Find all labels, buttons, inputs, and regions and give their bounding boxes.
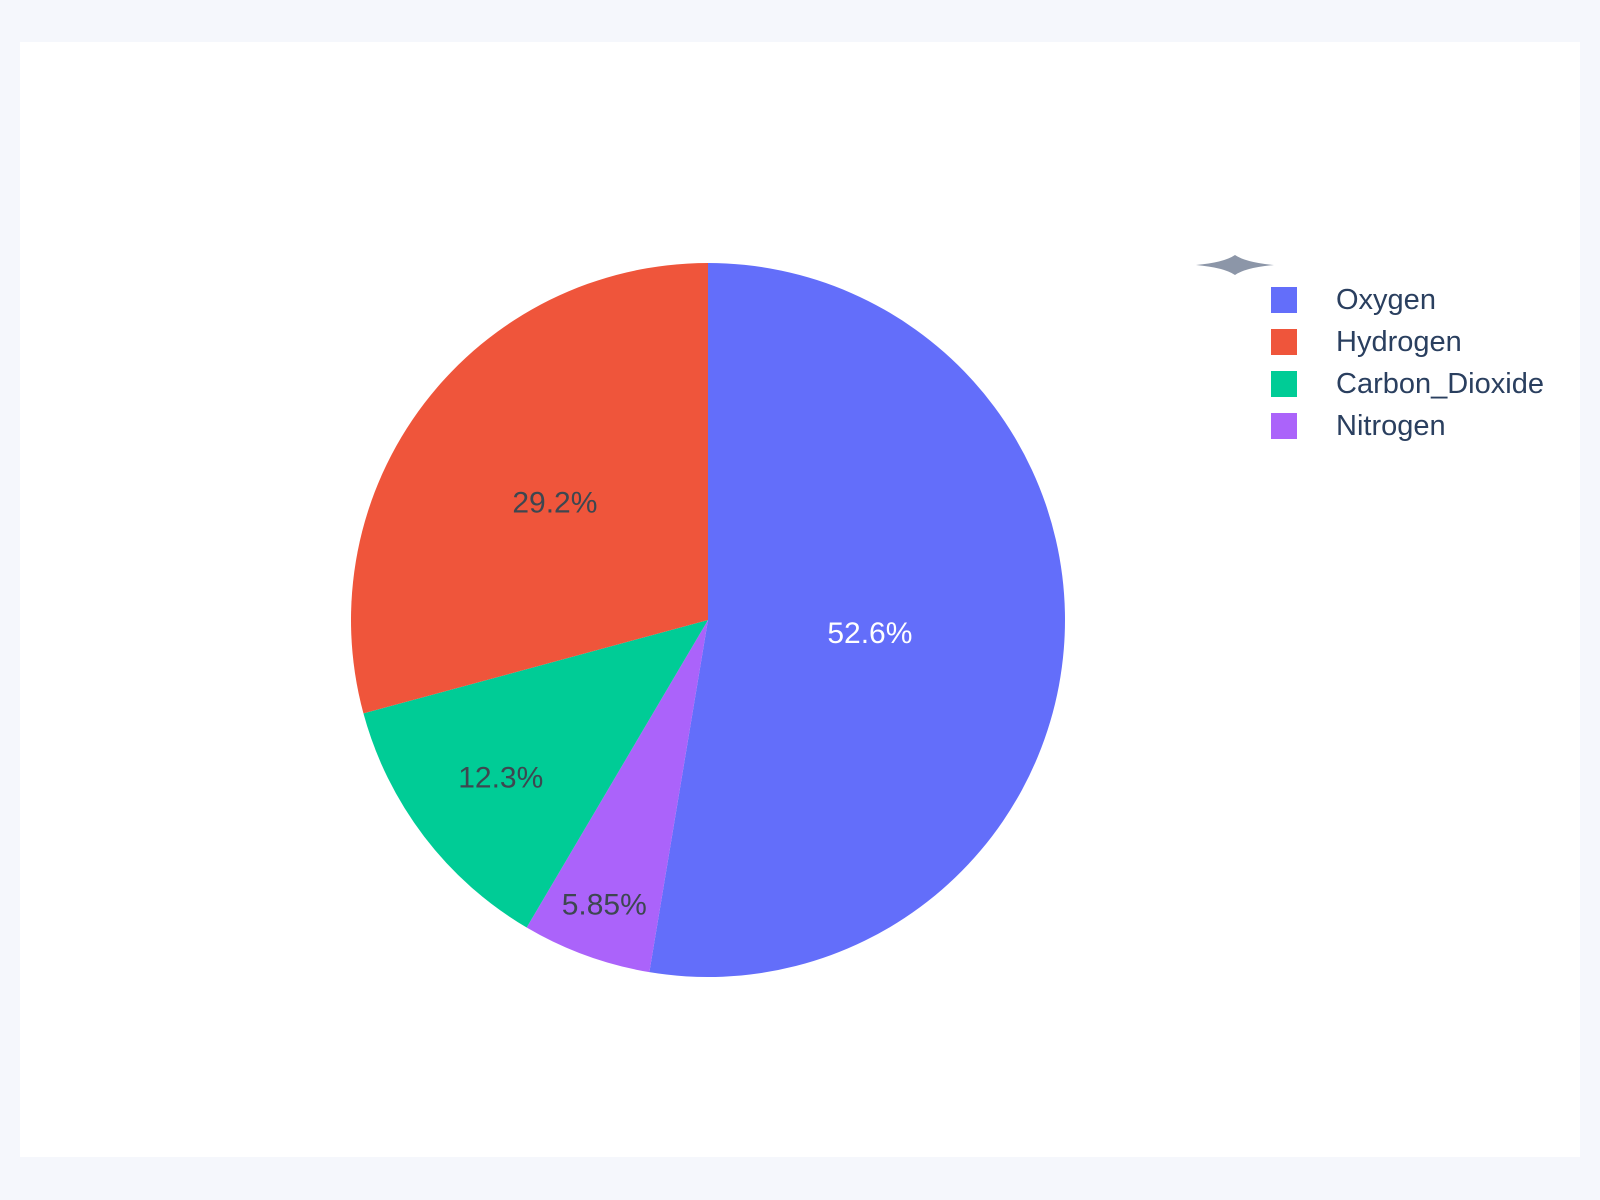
legend-swatch-oxygen (1271, 287, 1297, 313)
pie-slice-oxygen[interactable] (649, 263, 1065, 977)
sparkle-icon (1196, 255, 1274, 275)
pie-label-carbon-dioxide: 12.3% (458, 762, 543, 795)
legend-label-nitrogen: Nitrogen (1336, 409, 1446, 442)
legend-label-oxygen: Oxygen (1336, 283, 1436, 316)
legend: Oxygen Hydrogen Carbon_Dioxide Nitrogen (1271, 279, 1544, 447)
pie-slice-hydrogen[interactable] (350, 263, 708, 714)
legend-swatch-carbon-dioxide (1271, 371, 1297, 397)
legend-item-nitrogen[interactable]: Nitrogen (1271, 405, 1544, 447)
pie-label-nitrogen: 5.85% (562, 889, 647, 922)
pie-slice-carbon-dioxide[interactable] (363, 620, 708, 928)
pie-label-hydrogen: 29.2% (512, 486, 597, 519)
legend-swatch-hydrogen (1271, 329, 1297, 355)
legend-swatch-nitrogen (1271, 413, 1297, 439)
sparkle-icon-shape (1196, 255, 1274, 275)
legend-label-carbon-dioxide: Carbon_Dioxide (1336, 367, 1544, 400)
legend-item-carbon-dioxide[interactable]: Carbon_Dioxide (1271, 363, 1544, 405)
pie-label-oxygen: 52.6% (827, 617, 912, 650)
legend-item-oxygen[interactable]: Oxygen (1271, 279, 1544, 321)
legend-label-hydrogen: Hydrogen (1336, 325, 1462, 358)
legend-item-hydrogen[interactable]: Hydrogen (1271, 321, 1544, 363)
pie-slice-nitrogen[interactable] (526, 620, 708, 973)
